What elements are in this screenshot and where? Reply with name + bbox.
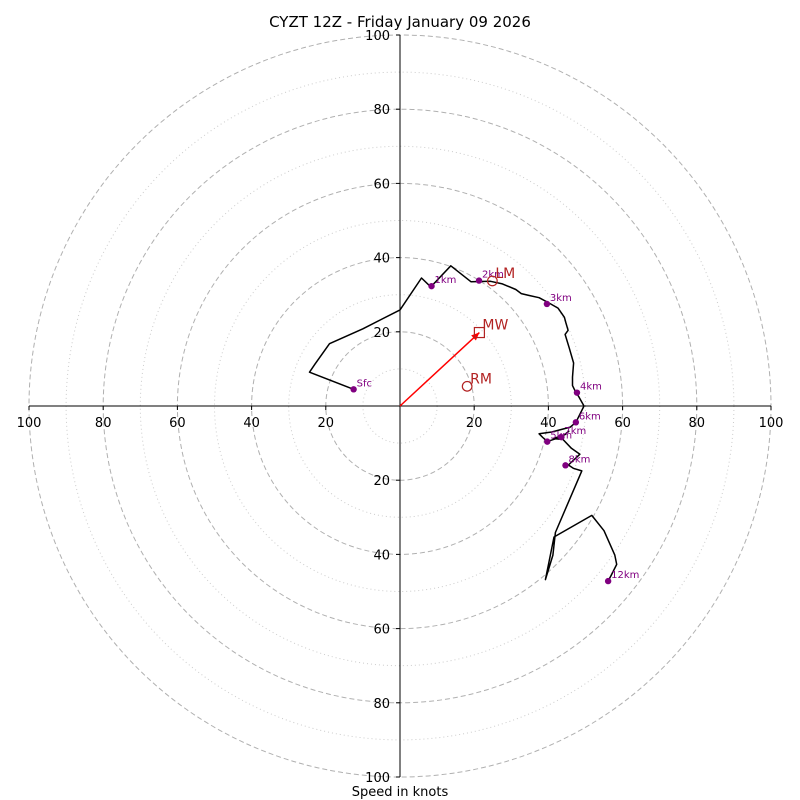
height-marker-4km: [573, 389, 581, 396]
x-axis-label: Speed in knots: [352, 785, 449, 800]
tick-label-right: 100: [759, 416, 784, 431]
hodograph-line: [308, 265, 618, 582]
tick-label-bottom: 60: [373, 623, 390, 638]
storm-label-mw: MW: [482, 318, 508, 334]
tick-label-left: 100: [17, 416, 42, 431]
height-marker-12km: [604, 577, 612, 585]
height-marker-2km: [475, 277, 483, 284]
height-marker-8km: [562, 462, 569, 469]
tick-label-bottom: 80: [373, 697, 390, 712]
tick-label-top: 80: [373, 103, 390, 118]
height-label-sfc: Sfc: [357, 378, 372, 389]
height-marker-3km: [543, 300, 551, 308]
storm-motion-arrowhead: [471, 332, 480, 341]
tick-label-bottom: 20: [373, 474, 390, 489]
tick-label-bottom: 100: [365, 771, 390, 786]
tick-label-left: 60: [169, 416, 186, 431]
height-label-4km: 4km: [580, 382, 602, 393]
tick-label-bottom: 40: [373, 548, 390, 563]
storm-label-rm: RM: [470, 371, 492, 387]
storm-marker-mw: [473, 326, 485, 339]
height-marker-5km: [544, 438, 551, 445]
chart-title: CYZT 12Z - Friday January 09 2026: [269, 13, 531, 31]
tick-label-right: 20: [466, 416, 483, 431]
tick-label-left: 20: [318, 416, 335, 431]
tick-label-right: 40: [540, 416, 557, 431]
tick-label-left: 80: [95, 416, 112, 431]
storm-label-lm: LM: [495, 266, 515, 282]
height-marker-1km: [428, 282, 435, 290]
height-marker-7km: [558, 433, 565, 441]
tick-label-right: 80: [689, 416, 706, 431]
height-label-1km: 1km: [435, 275, 457, 286]
tick-label-top: 60: [373, 177, 390, 192]
tick-label-right: 60: [614, 416, 631, 431]
storm-marker-rm: [461, 380, 473, 392]
tick-label-top: 20: [373, 326, 390, 341]
height-label-2km: 2km: [482, 270, 504, 281]
height-label-3km: 3km: [550, 293, 572, 304]
height-label-8km: 8km: [568, 454, 590, 465]
height-label-6km: 6km: [579, 411, 601, 422]
height-label-7km: 7km: [564, 426, 586, 437]
height-marker-sfc: [350, 386, 357, 393]
tick-label-top: 100: [365, 29, 390, 44]
height-marker-6km: [572, 419, 580, 426]
tick-label-top: 40: [373, 252, 390, 267]
storm-marker-lm: [486, 275, 498, 287]
tick-label-left: 40: [243, 416, 260, 431]
storm-motion-vector: [399, 331, 480, 407]
height-label-12km: 12km: [611, 570, 639, 581]
